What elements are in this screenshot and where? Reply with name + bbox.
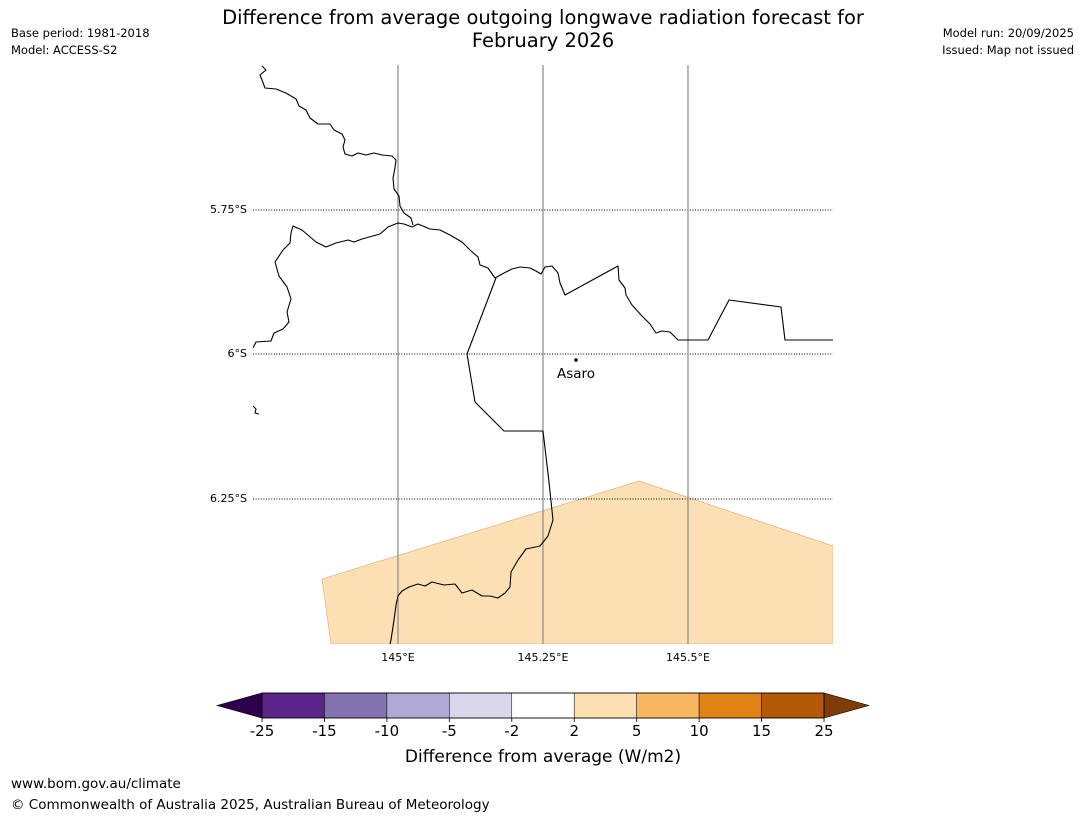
legend-ticks: -25 -15 -10 -5 -2 2 5 10 15 25: [250, 718, 834, 740]
legend-swatch-8: [761, 692, 825, 719]
run-info: Model run: 20/09/2025 Issued: Map not is…: [942, 25, 1074, 59]
lon-label-145-5: 145.5°E: [666, 651, 710, 664]
legend-tick-label: -5: [442, 722, 457, 740]
boundary-northwest: [259, 65, 414, 226]
model-label: Model: ACCESS-S2: [11, 43, 118, 57]
legend-tick-label: -2: [504, 722, 519, 740]
footer-url[interactable]: www.bom.gov.au/climate: [11, 776, 181, 792]
legend-swatch-1: [324, 692, 388, 719]
legend-tick-label: -25: [250, 722, 275, 740]
legend-swatch-0: [261, 692, 325, 719]
anomaly-region-2-to-5: [321, 480, 833, 644]
legend-swatch-6: [636, 692, 700, 719]
lon-label-145-25: 145.25°E: [518, 651, 569, 664]
model-info: Base period: 1981-2018 Model: ACCESS-S2: [11, 25, 150, 59]
legend-outline: [261, 692, 825, 719]
footer-copyright: © Commonwealth of Australia 2025, Austra…: [11, 797, 490, 813]
title-line-2: February 2026: [471, 29, 615, 52]
legend-tick-label: 10: [690, 722, 709, 740]
asaro-label: Asaro: [557, 366, 595, 382]
legend-swatch-7: [698, 692, 762, 719]
boundary-lines: [253, 65, 833, 644]
legend-title: Difference from average (W/m2): [405, 747, 681, 767]
color-legend: -25 -15 -10 -5 -2 2 5 10 15 25: [215, 692, 871, 740]
boundary-fragment: [253, 405, 260, 415]
base-period-label: Base period: 1981-2018: [11, 26, 150, 40]
legend-swatch-5: [573, 692, 637, 719]
map-title: Difference from average outgoing longwav…: [143, 6, 943, 52]
legend-tick-label: 5: [632, 722, 642, 740]
lat-label-6-25: 6.25°S: [210, 492, 247, 505]
legend-tick-label: 2: [569, 722, 579, 740]
boundary-south: [389, 277, 554, 644]
legend-swatch-3: [449, 692, 513, 719]
legend-tick-label: -15: [312, 722, 337, 740]
legend-under-arrow: [215, 692, 263, 719]
lat-label-6: 6°S: [228, 347, 247, 360]
legend-tick-label: 15: [752, 722, 771, 740]
model-run-label: Model run: 20/09/2025: [942, 26, 1074, 40]
legend-swatch-4: [511, 692, 575, 719]
lat-label-5-75: 5.75°S: [210, 203, 247, 216]
title-line-1: Difference from average outgoing longwav…: [222, 6, 864, 29]
map-area: Asaro: [253, 65, 833, 644]
boundary-central: [253, 222, 833, 349]
legend-tick-label: -10: [375, 722, 400, 740]
legend-segments: [261, 692, 825, 719]
issued-label: Issued: Map not issued: [942, 43, 1074, 57]
legend-swatch-2: [386, 692, 450, 719]
asaro-marker: [574, 358, 578, 362]
legend-over-arrow: [823, 692, 871, 719]
footer: www.bom.gov.au/climate © Commonwealth of…: [11, 774, 490, 816]
legend-tick-label: 25: [814, 722, 833, 740]
lon-label-145: 145°E: [381, 651, 414, 664]
